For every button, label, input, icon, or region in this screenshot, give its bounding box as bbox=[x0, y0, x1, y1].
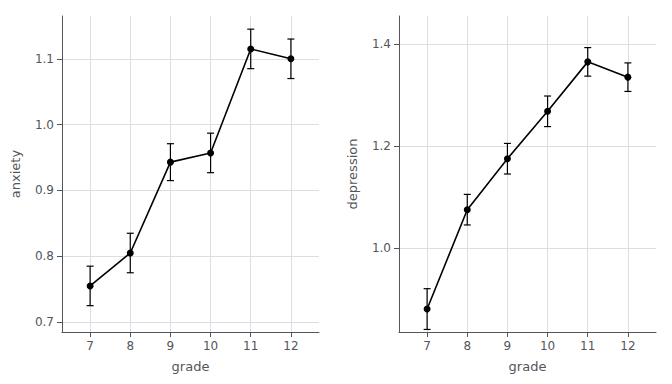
svg-text:1.4: 1.4 bbox=[372, 37, 391, 51]
svg-text:1.0: 1.0 bbox=[35, 118, 54, 132]
svg-text:8: 8 bbox=[126, 339, 134, 353]
svg-text:1.0: 1.0 bbox=[372, 241, 391, 255]
svg-text:12: 12 bbox=[620, 339, 635, 353]
svg-text:9: 9 bbox=[504, 339, 512, 353]
svg-text:grade: grade bbox=[509, 359, 547, 374]
svg-text:0.8: 0.8 bbox=[35, 249, 54, 263]
svg-text:10: 10 bbox=[203, 339, 218, 353]
svg-text:12: 12 bbox=[283, 339, 298, 353]
svg-text:1.2: 1.2 bbox=[372, 139, 391, 153]
svg-text:11: 11 bbox=[580, 339, 595, 353]
svg-text:depression: depression bbox=[345, 139, 360, 210]
svg-text:8: 8 bbox=[463, 339, 471, 353]
svg-text:1.1: 1.1 bbox=[35, 52, 54, 66]
svg-text:7: 7 bbox=[423, 339, 431, 353]
svg-text:7: 7 bbox=[86, 339, 94, 353]
svg-text:anxiety: anxiety bbox=[8, 150, 23, 199]
svg-text:0.7: 0.7 bbox=[35, 315, 54, 329]
svg-text:10: 10 bbox=[540, 339, 555, 353]
svg-text:9: 9 bbox=[167, 339, 175, 353]
svg-text:11: 11 bbox=[243, 339, 258, 353]
svg-text:grade: grade bbox=[172, 359, 210, 374]
svg-text:0.9: 0.9 bbox=[35, 183, 54, 197]
